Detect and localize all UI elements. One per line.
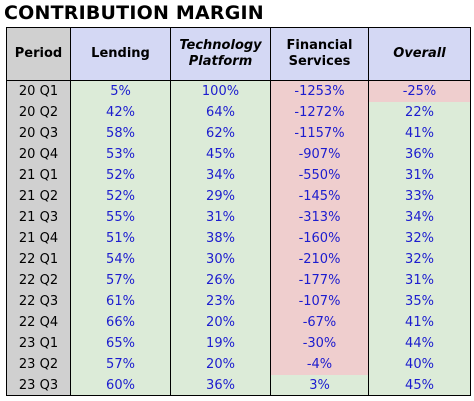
cell-financial-services: -907% [270,144,369,165]
cell-lending: 52% [70,186,171,207]
table-row: 20 Q2 42% 64% -1272% 22% [6,102,471,123]
cell-financial-services: -177% [270,270,369,291]
page-title: CONTRIBUTION MARGIN [4,2,264,24]
table-row: 20 Q4 53% 45% -907% 36% [6,144,471,165]
cell-lending: 60% [70,375,171,396]
cell-overall: 32% [368,249,471,270]
table-row: 21 Q1 52% 34% -550% 31% [6,165,471,186]
table-row: 20 Q3 58% 62% -1157% 41% [6,123,471,144]
cell-overall: 34% [368,207,471,228]
cell-overall: 41% [368,312,471,333]
cell-technology-platform: 30% [170,249,271,270]
cell-lending: 58% [70,123,171,144]
cell-overall: 45% [368,375,471,396]
cell-lending: 65% [70,333,171,354]
cell-financial-services: -313% [270,207,369,228]
table-header-row: Period Lending Technology Platform Finan… [6,27,471,81]
cell-period: 21 Q4 [6,228,71,249]
table-row: 23 Q3 60% 36% 3% 45% [6,375,471,396]
cell-financial-services: -550% [270,165,369,186]
table-row: 20 Q1 5% 100% -1253% -25% [6,80,471,102]
cell-financial-services: -1157% [270,123,369,144]
cell-overall: 44% [368,333,471,354]
cell-overall: 35% [368,291,471,312]
cell-technology-platform: 23% [170,291,271,312]
cell-period: 22 Q4 [6,312,71,333]
cell-lending: 51% [70,228,171,249]
cell-period: 20 Q1 [6,80,71,102]
table-row: 22 Q2 57% 26% -177% 31% [6,270,471,291]
table-row: 23 Q2 57% 20% -4% 40% [6,354,471,375]
cell-period: 23 Q3 [6,375,71,396]
table-row: 21 Q4 51% 38% -160% 32% [6,228,471,249]
cell-lending: 57% [70,270,171,291]
cell-lending: 5% [70,80,171,102]
table-row: 22 Q3 61% 23% -107% 35% [6,291,471,312]
cell-period: 20 Q3 [6,123,71,144]
cell-financial-services: -145% [270,186,369,207]
cell-technology-platform: 19% [170,333,271,354]
cell-technology-platform: 64% [170,102,271,123]
cell-technology-platform: 34% [170,165,271,186]
cell-financial-services: -1253% [270,80,369,102]
cell-technology-platform: 31% [170,207,271,228]
cell-lending: 61% [70,291,171,312]
cell-technology-platform: 45% [170,144,271,165]
cell-overall: 22% [368,102,471,123]
column-header-technology-platform: Technology Platform [170,27,271,81]
cell-financial-services: -210% [270,249,369,270]
cell-financial-services: -67% [270,312,369,333]
cell-lending: 66% [70,312,171,333]
cell-period: 22 Q2 [6,270,71,291]
cell-technology-platform: 100% [170,80,271,102]
cell-period: 21 Q3 [6,207,71,228]
cell-financial-services: -1272% [270,102,369,123]
cell-financial-services: -4% [270,354,369,375]
cell-period: 20 Q4 [6,144,71,165]
table-body: 20 Q1 5% 100% -1253% -25% 20 Q2 42% 64% -1272% 22… [6,80,471,396]
table-row: 21 Q2 52% 29% -145% 33% [6,186,471,207]
cell-financial-services: -30% [270,333,369,354]
cell-financial-services: -160% [270,228,369,249]
cell-period: 22 Q1 [6,249,71,270]
cell-period: 20 Q2 [6,102,71,123]
cell-technology-platform: 38% [170,228,271,249]
cell-overall: 41% [368,123,471,144]
cell-overall: 33% [368,186,471,207]
cell-lending: 54% [70,249,171,270]
cell-technology-platform: 20% [170,354,271,375]
cell-technology-platform: 29% [170,186,271,207]
cell-technology-platform: 26% [170,270,271,291]
column-header-lending: Lending [70,27,171,81]
cell-overall: 31% [368,270,471,291]
cell-technology-platform: 36% [170,375,271,396]
table-row: 21 Q3 55% 31% -313% 34% [6,207,471,228]
cell-period: 23 Q2 [6,354,71,375]
cell-lending: 57% [70,354,171,375]
cell-overall: 31% [368,165,471,186]
cell-period: 22 Q3 [6,291,71,312]
cell-overall: 32% [368,228,471,249]
cell-financial-services: -107% [270,291,369,312]
column-header-financial-services: Financial Services [270,27,369,81]
cell-technology-platform: 62% [170,123,271,144]
cell-financial-services: 3% [270,375,369,396]
table-row: 22 Q1 54% 30% -210% 32% [6,249,471,270]
column-header-period: Period [6,27,71,81]
cell-overall: 40% [368,354,471,375]
column-header-overall: Overall [368,27,471,81]
cell-lending: 55% [70,207,171,228]
cell-technology-platform: 20% [170,312,271,333]
cell-period: 21 Q1 [6,165,71,186]
cell-lending: 52% [70,165,171,186]
table-row: 22 Q4 66% 20% -67% 41% [6,312,471,333]
cell-overall: 36% [368,144,471,165]
cell-lending: 53% [70,144,171,165]
cell-period: 21 Q2 [6,186,71,207]
cell-period: 23 Q1 [6,333,71,354]
table-row: 23 Q1 65% 19% -30% 44% [6,333,471,354]
cell-lending: 42% [70,102,171,123]
contribution-margin-table: Period Lending Technology Platform Finan… [6,27,471,396]
cell-overall: -25% [368,80,471,102]
